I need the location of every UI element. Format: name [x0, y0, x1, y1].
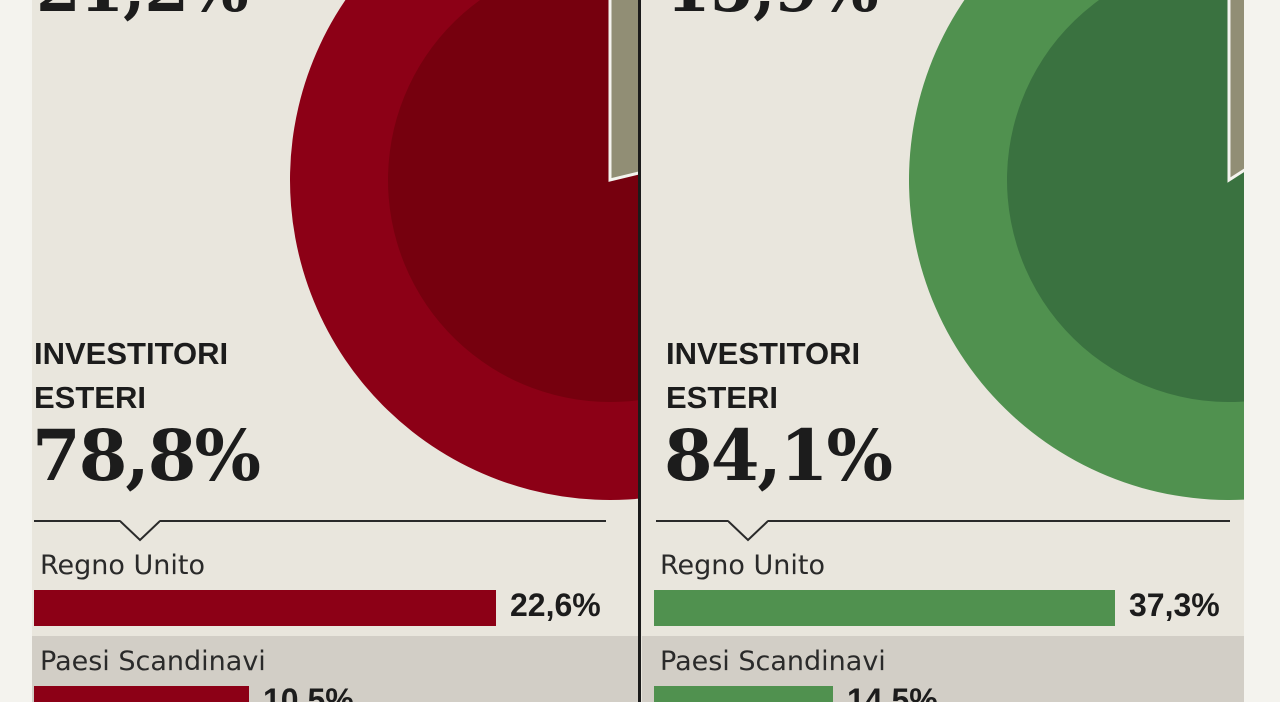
pie-main-label: INVESTITORI ESTERI — [34, 332, 228, 420]
pie-main-label-line2: ESTERI — [666, 380, 778, 415]
bar-paesi-scandinavi — [34, 686, 249, 702]
rule-notch-icon — [120, 520, 160, 542]
bar-paesi-scandinavi — [654, 686, 833, 702]
foreign-share-value: 84,1% — [664, 414, 893, 497]
pie-chart — [909, 0, 1244, 500]
pie-slice-domestic — [608, 0, 639, 182]
pie-chart — [290, 0, 639, 500]
chart-panel-left: 21,2% INVESTITORI ESTERI 78,8% Regno Uni… — [32, 0, 639, 702]
domestic-share-value: 15,9% — [666, 0, 879, 27]
page-margin-right — [1244, 0, 1280, 702]
bar-value: 22,6% — [510, 587, 601, 623]
page-margin-left — [0, 0, 32, 702]
bar-label: Regno Unito — [40, 550, 205, 581]
pie-slice-esteri-inner — [388, 0, 639, 402]
domestic-share-value: 21,2% — [36, 0, 249, 27]
bar-value: 10,5% — [263, 682, 354, 702]
divider-rule — [656, 520, 1230, 522]
bar-label: Regno Unito — [660, 550, 825, 581]
pie-main-label-line2: ESTERI — [34, 380, 146, 415]
pie-main-label: INVESTITORI ESTERI — [666, 332, 860, 420]
bar-label: Paesi Scandinavi — [660, 646, 886, 677]
foreign-share-value: 78,8% — [32, 414, 261, 497]
bar-regno-unito — [34, 590, 496, 626]
bar-regno-unito — [654, 590, 1115, 626]
chart-panel-right: 15,9% INVESTITORI ESTERI 84,1% Regno Uni… — [642, 0, 1244, 702]
rule-notch-icon — [728, 520, 768, 542]
bar-value: 14,5% — [847, 682, 938, 702]
column-divider — [638, 0, 641, 702]
divider-rule — [34, 520, 606, 522]
bar-value: 37,3% — [1129, 587, 1220, 623]
pie-main-label-line1: INVESTITORI — [34, 336, 229, 371]
pie-slice-domestic — [1227, 0, 1244, 183]
pie-slice-esteri-inner — [1007, 0, 1244, 402]
bar-label: Paesi Scandinavi — [40, 646, 266, 677]
pie-main-label-line1: INVESTITORI — [666, 336, 861, 371]
